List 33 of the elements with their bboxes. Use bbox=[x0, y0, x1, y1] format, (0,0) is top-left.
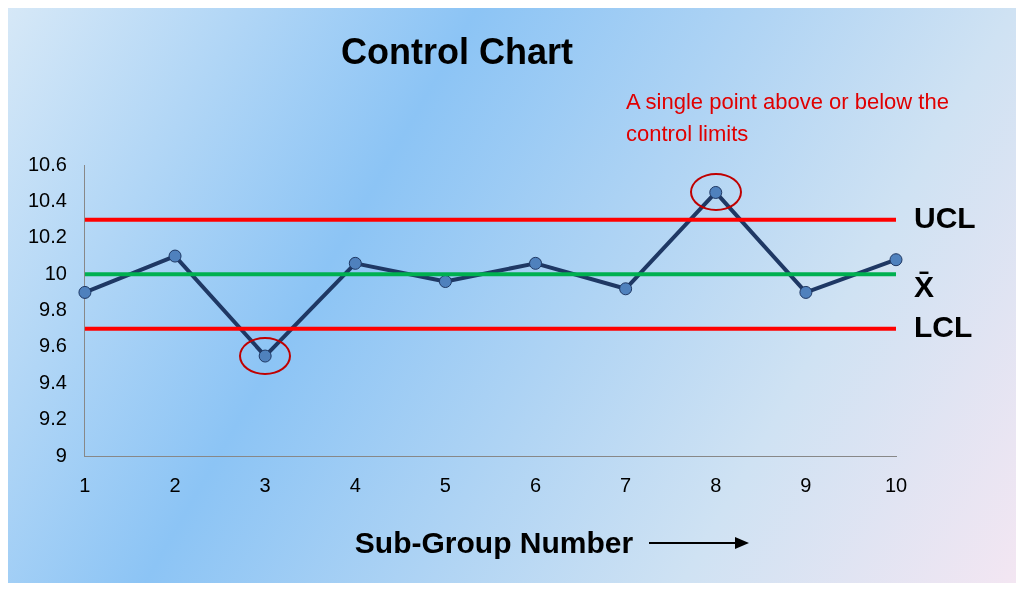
y-tick-label: 9.2 bbox=[39, 407, 67, 430]
x-tick-label: 4 bbox=[349, 473, 361, 496]
x-tick-label: 5 bbox=[439, 473, 451, 496]
y-tick-label: 10.6 bbox=[27, 152, 67, 175]
x-axis-title: Sub-Group Number bbox=[354, 526, 634, 560]
y-tick-label: 9.8 bbox=[39, 298, 67, 321]
x-tick-label: 9 bbox=[800, 473, 812, 496]
x-tick-label: 6 bbox=[529, 473, 542, 496]
text: A single point above or below the control limits bbox=[626, 88, 950, 148]
x-tick-label: 2 bbox=[169, 473, 181, 496]
y-tick-label: 9.6 bbox=[39, 334, 67, 357]
x-tick-label: 8 bbox=[710, 473, 722, 496]
y-tick-label: 9 bbox=[55, 443, 67, 466]
point bbox=[348, 256, 362, 270]
y-tick-label: 10 bbox=[44, 261, 67, 284]
point bbox=[799, 285, 813, 299]
y-tick-label: 10.4 bbox=[27, 189, 67, 212]
point bbox=[619, 282, 633, 296]
point bbox=[889, 253, 903, 267]
ref-line-label: X̄ bbox=[914, 269, 935, 303]
x-tick-label: 7 bbox=[620, 473, 632, 496]
ref-line-label: UCL bbox=[914, 200, 976, 234]
point bbox=[438, 275, 452, 289]
x-tick-label: 1 bbox=[79, 473, 91, 496]
point bbox=[529, 256, 543, 270]
x-tick-label: 10 bbox=[884, 473, 908, 496]
y-tick-label: 10.2 bbox=[27, 225, 67, 248]
point bbox=[168, 249, 182, 263]
point bbox=[78, 285, 92, 299]
ref-line-label: LCL bbox=[914, 310, 973, 344]
y-tick-label: 9.4 bbox=[39, 370, 67, 393]
chart-title: Control Chart bbox=[341, 30, 573, 72]
x-tick-label: 3 bbox=[259, 473, 271, 496]
